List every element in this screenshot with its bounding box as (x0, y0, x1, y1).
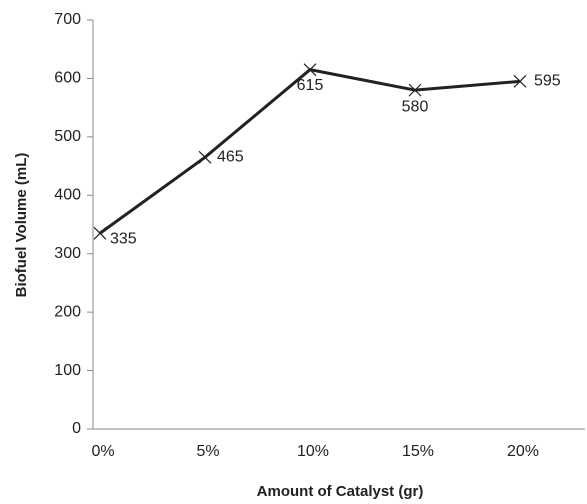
y-tick-label: 500 (54, 128, 81, 145)
x-axis-title: Amount of Catalyst (gr) (257, 483, 424, 500)
y-tick-label: 600 (54, 70, 81, 87)
x-tick-label: 10% (297, 443, 329, 460)
data-label: 595 (534, 73, 561, 90)
data-label: 335 (110, 230, 137, 247)
y-axis-title: Biofuel Volume (mL) (13, 153, 30, 298)
y-tick-label: 200 (54, 303, 81, 320)
x-tick-label: 5% (196, 443, 219, 460)
y-tick-label: 700 (54, 11, 81, 28)
data-label: 580 (402, 98, 429, 115)
y-tick-label: 0 (72, 420, 81, 437)
marker (303, 63, 317, 77)
marker (513, 74, 527, 88)
marker (408, 83, 422, 97)
y-tick-label: 300 (54, 245, 81, 262)
data-label: 615 (297, 77, 324, 94)
marker (198, 150, 212, 164)
x-tick-label: 20% (507, 443, 539, 460)
y-tick-label: 100 (54, 362, 81, 379)
data-label: 465 (217, 149, 244, 166)
y-tick-label: 400 (54, 187, 81, 204)
data-line (99, 68, 521, 235)
x-tick-label: 0% (91, 443, 114, 460)
marker (93, 226, 107, 240)
x-tick-label: 15% (402, 443, 434, 460)
